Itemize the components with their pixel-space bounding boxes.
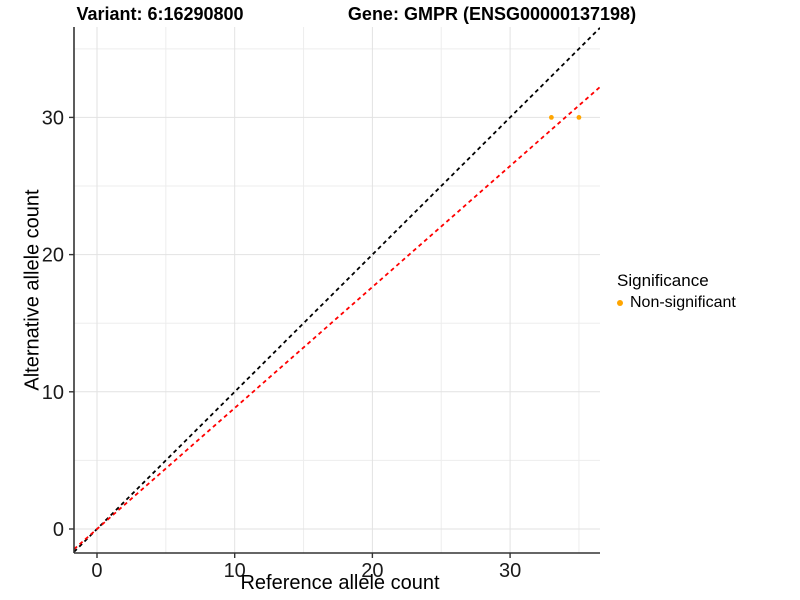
x-tick-label: 30: [499, 560, 521, 582]
x-tick-label: 20: [361, 560, 383, 582]
legend-title: Significance: [617, 271, 709, 290]
fit-line: [74, 86, 600, 550]
gene-title: Gene: GMPR (ENSG00000137198): [347, 4, 637, 24]
legend: Significance Non-significant: [617, 271, 736, 312]
y-axis-title: Alternative allele count: [21, 189, 44, 391]
x-tick-label: 0: [91, 560, 102, 582]
identity-line: [74, 27, 600, 553]
data-point: [548, 115, 554, 120]
y-tick-label: 10: [42, 382, 64, 404]
legend-item: Non-significant: [617, 294, 736, 312]
legend-item-label: Non-significant: [630, 294, 736, 311]
legend-point-swatch: [617, 300, 623, 306]
variant-title: Variant: 6:16290800: [76, 4, 244, 24]
data-point: [576, 115, 582, 120]
x-axis-title: Reference allele count: [240, 572, 440, 594]
x-tick-label: 10: [224, 560, 246, 582]
y-tick-label: 0: [53, 519, 64, 541]
y-tick-label: 20: [42, 245, 64, 267]
y-tick-label: 30: [42, 107, 64, 129]
